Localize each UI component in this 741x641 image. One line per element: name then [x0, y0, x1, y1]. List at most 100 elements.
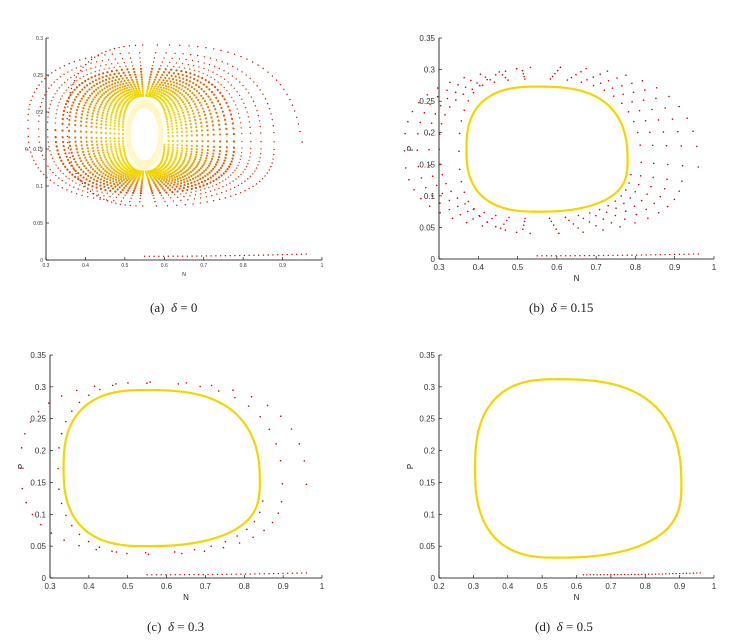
spiral-dot [49, 179, 52, 182]
x-tick-label: 0.4 [502, 582, 514, 591]
orbit-dot [550, 220, 553, 223]
x-tick-label: 0.3 [433, 263, 445, 272]
orbit-dot [277, 512, 280, 514]
spiral-dot [171, 109, 175, 112]
spiral-dot [103, 87, 106, 90]
spiral-dot [98, 77, 101, 80]
orbit-dot [481, 225, 484, 227]
spiral-dot [154, 92, 158, 95]
spiral-dot [117, 128, 120, 131]
spiral-dot [174, 193, 176, 196]
spiral-dot [61, 140, 65, 144]
spiral-dot [68, 144, 72, 147]
spiral-dot [216, 171, 219, 174]
spiral-dot [117, 179, 121, 182]
spiral-dot [112, 175, 115, 178]
spiral-dot [123, 79, 126, 83]
spiral-dot [195, 105, 198, 108]
transient-dot [153, 255, 155, 257]
spiral-dot [121, 137, 125, 140]
spiral-dot [170, 93, 173, 97]
spiral-dot [128, 174, 131, 177]
spiral-dot [48, 87, 50, 89]
spiral-dot [167, 85, 170, 88]
spiral-dot [222, 185, 224, 188]
spiral-dot [163, 148, 166, 151]
spiral-dot [47, 136, 49, 138]
orbit-dot [472, 218, 474, 220]
orbit-dot [448, 199, 451, 202]
orbit-dot [446, 97, 449, 100]
spiral-dot [113, 47, 116, 50]
orbit-dot [640, 199, 643, 202]
orbit-dot [697, 166, 700, 168]
y-tick-label: 0.35 [419, 34, 435, 43]
caption-a-value: 0 [190, 300, 198, 315]
spiral-dot [82, 75, 85, 78]
spiral-dot [146, 89, 149, 92]
spiral-dot [132, 189, 136, 192]
orbit-dot [607, 79, 610, 82]
spiral-dot [116, 100, 119, 103]
trajectory-dots [403, 66, 700, 257]
orbit-dot [522, 224, 525, 226]
spiral-dot [139, 197, 141, 200]
spiral-dot [164, 68, 167, 71]
spiral-dot [163, 183, 166, 186]
spiral-dot [99, 85, 102, 88]
spiral-dot [81, 147, 84, 150]
spiral-dot [200, 87, 203, 91]
transient-dot [637, 573, 640, 576]
x-tick-label: 1 [712, 582, 717, 591]
spiral-dot [218, 198, 221, 201]
spiral-dot [207, 69, 210, 71]
spiral-dot [96, 146, 99, 149]
spiral-dot [194, 194, 197, 196]
orbit-dot [271, 521, 274, 524]
spiral-dot [120, 80, 123, 83]
transient-dot [696, 572, 698, 574]
spiral-dot [97, 55, 99, 57]
spiral-dot [171, 148, 174, 152]
orbit-dot [429, 164, 431, 167]
spiral-dot [185, 139, 189, 143]
orbit-dot [616, 77, 618, 79]
spiral-dot [110, 91, 113, 94]
spiral-dot [82, 176, 85, 179]
spiral-dot [165, 178, 168, 181]
spiral-dot [249, 175, 252, 178]
spiral-dot [85, 63, 87, 66]
spiral-dot [87, 108, 90, 111]
spiral-dot [166, 153, 169, 157]
orbit-dot [636, 131, 639, 134]
spiral-dot [240, 55, 242, 58]
spiral-dot [116, 183, 119, 186]
spiral-dot [256, 85, 258, 87]
spiral-dot [101, 88, 104, 91]
spiral-dot [79, 174, 82, 177]
orbit-dot [624, 210, 627, 213]
spiral-dot [73, 157, 76, 161]
orbit-dot [457, 84, 459, 86]
spiral-dot [271, 162, 273, 164]
spiral-dot [213, 86, 217, 89]
spiral-dot [189, 170, 193, 174]
spiral-dot [108, 163, 111, 167]
orbit-dot [460, 120, 463, 122]
spiral-dot [122, 118, 125, 121]
spiral-dot [184, 91, 188, 94]
spiral-dot [182, 160, 185, 163]
orbit-dot [428, 148, 430, 151]
transient-dot [665, 573, 667, 575]
spiral-dot [101, 94, 104, 97]
spiral-dot [82, 190, 84, 192]
spiral-dot [148, 91, 151, 94]
spiral-dot [172, 81, 175, 84]
spiral-dot [197, 85, 201, 88]
spiral-dot [113, 132, 116, 135]
orbit-dot [625, 74, 627, 76]
spiral-dot [63, 81, 66, 84]
spiral-dot [103, 153, 106, 157]
spiral-dot [150, 189, 153, 192]
spiral-dot [196, 108, 199, 111]
